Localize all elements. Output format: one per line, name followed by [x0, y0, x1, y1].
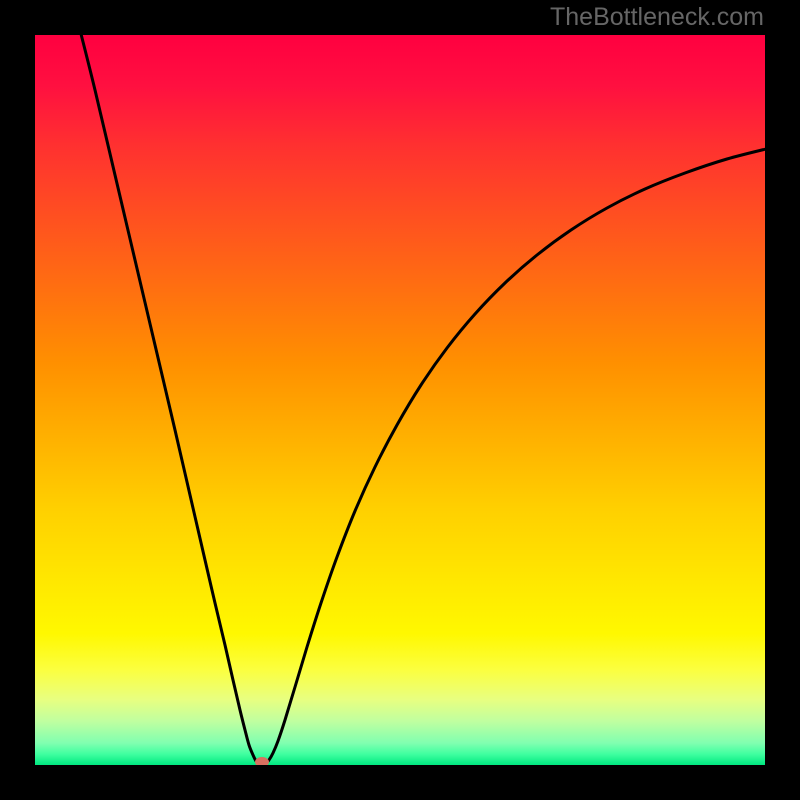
watermark-label: TheBottleneck.com — [550, 3, 764, 31]
chart-curve-layer — [35, 35, 765, 765]
chart-plot-area — [35, 35, 765, 765]
bottleneck-curve — [80, 35, 765, 765]
watermark-text: TheBottleneck.com — [550, 3, 764, 32]
chart-container: TheBottleneck.com — [0, 0, 800, 800]
bottleneck-marker-dot — [255, 757, 269, 765]
